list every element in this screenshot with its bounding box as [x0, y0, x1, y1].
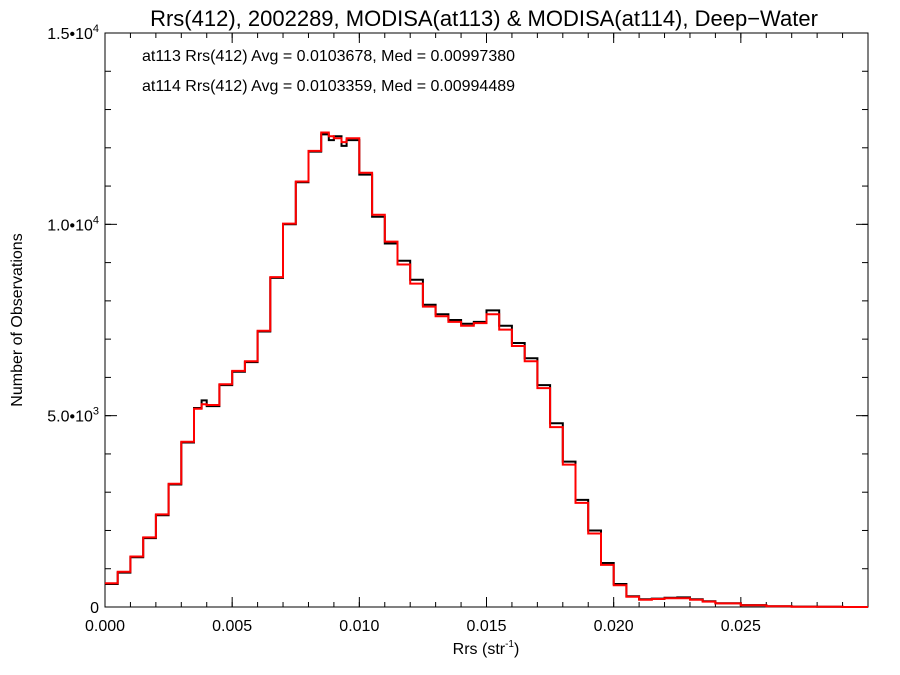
x-tick-label: 0.005 [212, 618, 252, 635]
x-tick-label: 0.025 [721, 618, 761, 635]
x-axis-label: Rrs (str-1) [453, 639, 520, 658]
x-tick-label: 0.020 [594, 618, 634, 635]
y-tick-label: 5.0•103 [47, 406, 99, 426]
y-tick-label: 1.5•104 [47, 23, 99, 43]
chart-title: Rrs(412), 2002289, MODISA(at113) & MODIS… [150, 6, 818, 31]
series-group [105, 131, 868, 608]
x-axis-label-superscript: -1 [505, 639, 514, 650]
legend-entry-at114: at114 Rrs(412) Avg = 0.0103359, Med = 0.… [142, 78, 515, 95]
legend-entry-at113: at113 Rrs(412) Avg = 0.0103678, Med = 0.… [142, 48, 515, 65]
axis-tick-labels: 0.000 0.005 0.010 0.015 0.020 0.025 0 5.0•103 1.… [47, 23, 761, 635]
y-tick-label: 0 [90, 600, 99, 617]
x-axis-label-close: ) [514, 641, 519, 658]
axis-ticks [104, 32, 869, 608]
x-tick-label: 0.010 [339, 618, 379, 635]
y-tick-label: 1.0•104 [47, 214, 99, 234]
x-tick-label: 0.015 [466, 618, 506, 635]
y-axis-label: Number of Observations [9, 233, 26, 406]
x-tick-label: 0.000 [85, 618, 125, 635]
x-axis-label-text: Rrs (str [453, 641, 506, 658]
histogram-series-0 [105, 133, 868, 608]
histogram-series-1 [105, 131, 868, 608]
